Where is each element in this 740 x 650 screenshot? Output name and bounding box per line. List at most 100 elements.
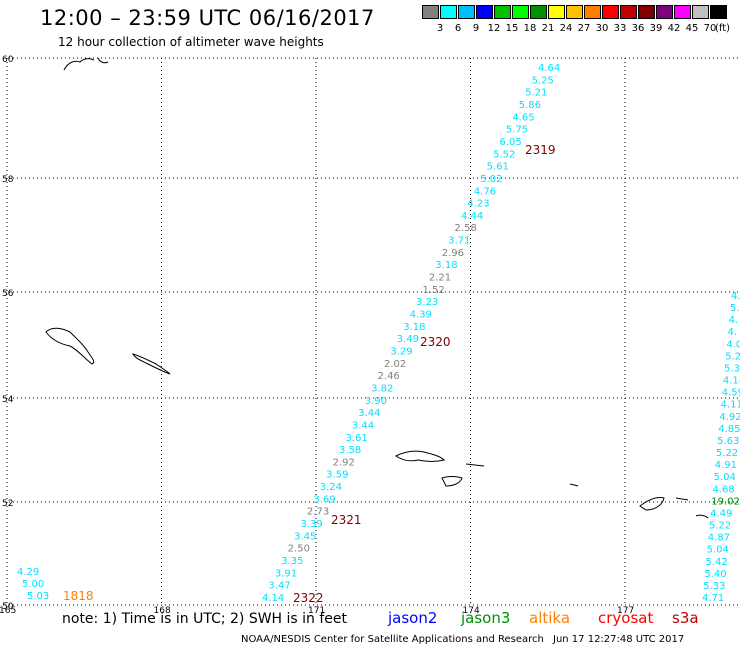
wave-height-value: 3.45 [294, 531, 316, 542]
track-id-label: 2319 [525, 143, 556, 157]
color-swatch [620, 5, 637, 19]
wave-height-value: 4.91 [715, 460, 737, 471]
track-id-label: 1818 [63, 589, 94, 603]
color-swatch [674, 5, 691, 19]
coastline [639, 497, 665, 511]
color-swatch [530, 5, 547, 19]
track-id-label: 2321 [331, 513, 362, 527]
wave-height-value: 4.39 [410, 310, 432, 321]
track-id-label: 2320 [420, 335, 451, 349]
wave-height-value: 3.69 [313, 494, 335, 505]
wave-height-value: 4.49 [710, 508, 732, 519]
lat-tick-label: 52 [2, 499, 13, 509]
wave-height-value: 5.52 [493, 149, 515, 160]
wave-height-value: 4.59 [722, 388, 740, 399]
coastline [395, 450, 445, 462]
lat-tick-label: 50 [2, 602, 14, 612]
wave-height-value: 4.85 [718, 424, 740, 435]
wave-height-value: 5.40 [704, 569, 726, 580]
wave-height-value: 5.04 [707, 545, 729, 556]
coastline [465, 463, 579, 487]
color-scale-label: 39 [649, 23, 663, 34]
credit-line: NOAA/NESDIS Center for Satellite Applica… [241, 634, 544, 645]
wave-height-value: 4.87 [708, 533, 730, 544]
wave-height-value: 3.90 [365, 396, 387, 407]
lat-tick-label: 60 [2, 55, 14, 65]
wave-height-value: 4. [731, 291, 740, 302]
wave-height-value: 4.11 [721, 400, 740, 411]
wave-height-value: 5.86 [519, 100, 541, 111]
color-scale-label: 45 [685, 23, 699, 34]
coastline [675, 497, 709, 519]
color-swatch [422, 5, 439, 19]
wave-height-value: 3.49 [397, 334, 419, 345]
wave-height-value: 5.02 [480, 174, 502, 185]
wave-height-value: 4.92 [719, 412, 740, 423]
satellite-name: s3a [672, 609, 699, 627]
satellite-name: jason3 [461, 609, 511, 627]
wave-height-value: 3.29 [390, 346, 412, 357]
wave-height-value: 3.58 [339, 445, 361, 456]
wave-height-value: 3.59 [326, 470, 348, 481]
lat-tick-label: 58 [2, 175, 14, 185]
wave-height-value: 2.21 [429, 273, 451, 284]
wave-height-value: 4. [728, 327, 738, 338]
color-scale-label: 70 [703, 23, 717, 34]
color-swatch [440, 5, 457, 19]
color-swatch [494, 5, 511, 19]
lon-tick-label: 171 [308, 606, 325, 616]
lon-tick-label: 177 [617, 606, 634, 616]
coastline [441, 476, 463, 487]
wave-height-value: 3.61 [345, 433, 367, 444]
wave-height-value: 5.04 [714, 472, 736, 483]
lon-tick-label: 168 [154, 606, 171, 616]
color-scale-label: 33 [613, 23, 627, 34]
wave-height-value: 19.02 [711, 496, 740, 507]
wave-height-value: 3.39 [301, 519, 323, 530]
wave-height-value: 3.23 [416, 297, 438, 308]
wave-height-value: 4.65 [512, 112, 534, 123]
wave-height-value: 5.75 [506, 125, 528, 136]
coastline [63, 57, 109, 71]
wave-height-value: 3.44 [352, 420, 374, 431]
wave-height-value: 3.24 [320, 482, 342, 493]
wave-height-value: 3.18 [435, 260, 457, 271]
page-subtitle: 12 hour collection of altimeter wave hei… [58, 35, 324, 49]
color-swatch [548, 5, 565, 19]
wave-height-value: 5.00 [22, 579, 44, 590]
wave-height-value: 3.47 [268, 581, 290, 592]
wave-height-value: 4.0 [726, 339, 740, 350]
color-scale-label: 27 [577, 23, 591, 34]
wave-height-value: 2.92 [333, 457, 355, 468]
color-swatch [566, 5, 583, 19]
coastline [132, 353, 171, 375]
wave-height-value: 5.3 [724, 363, 740, 374]
lat-tick-label: 56 [2, 289, 14, 299]
wave-height-value: 5.61 [487, 162, 509, 173]
color-swatch [584, 5, 601, 19]
color-scale-label: 21 [541, 23, 555, 34]
wave-height-value: 4.64 [538, 63, 560, 74]
lat-tick-label: 54 [2, 395, 14, 405]
lon-tick-label: 174 [463, 606, 480, 616]
color-scale-label: 42 [667, 23, 681, 34]
wave-height-value: 3.82 [371, 383, 393, 394]
wave-height-value: 2.50 [288, 544, 310, 555]
satellite-name: jason2 [388, 609, 438, 627]
wave-height-value: 4.71 [702, 593, 724, 604]
color-scale-label: 9 [472, 23, 480, 34]
wave-height-value: 3.44 [358, 408, 380, 419]
wave-height-value: 2.73 [307, 507, 329, 518]
generation-timestamp: Jun 17 12:27:48 UTC 2017 [553, 634, 685, 645]
wave-height-value: 4.76 [474, 186, 496, 197]
lon-tick-label: 165 [0, 606, 16, 616]
color-swatch [656, 5, 673, 19]
color-swatch [638, 5, 655, 19]
footer-note: note: 1) Time is in UTC; 2) SWH is in fe… [62, 611, 348, 627]
color-swatch [602, 5, 619, 19]
wave-height-value: 5. [730, 303, 740, 314]
wave-height-value: 4. [729, 315, 739, 326]
wave-height-value: 2.46 [378, 371, 400, 382]
